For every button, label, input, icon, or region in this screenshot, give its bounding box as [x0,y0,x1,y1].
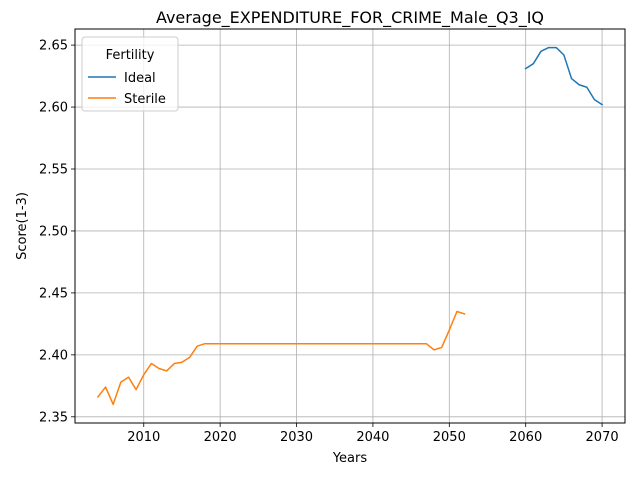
x-tick-label: 2060 [509,430,542,445]
x-tick-label: 2010 [127,430,160,445]
series-lines [96,46,604,406]
y-tick-label: 2.40 [39,348,68,363]
legend-title: Fertility [106,48,155,63]
x-tick-label: 2040 [356,430,389,445]
plot-area-frame [74,28,626,424]
grid [75,29,625,423]
y-axis-label: Score(1-3) [15,192,30,260]
x-tick-label: 2050 [433,430,466,445]
legend-label-sterile: Sterile [124,92,166,107]
y-tick-label: 2.55 [39,163,68,178]
y-tick-label: 2.60 [39,101,68,116]
chart-title: Average_EXPENDITURE_FOR_CRIME_Male_Q3_IQ [156,8,544,28]
x-tick-label: 2020 [204,430,237,445]
x-axis-label: Years [332,451,368,466]
series-line-sterile [96,310,466,406]
legend-box [81,36,179,112]
legend: Fertility Ideal Sterile [81,36,179,112]
legend-label-ideal: Ideal [124,71,156,86]
y-tick-label: 2.50 [39,224,68,239]
x-tick-label: 2030 [280,430,313,445]
y-tick-label: 2.45 [39,286,68,301]
x-tick-label: 2070 [586,430,619,445]
y-tick-label: 2.65 [39,39,68,54]
axis-ticks: 2010 2020 2030 2040 2050 2060 2070 2.35 2.40 2.45… [39,39,619,445]
series-line-ideal [524,46,604,106]
y-tick-label: 2.35 [39,410,68,425]
